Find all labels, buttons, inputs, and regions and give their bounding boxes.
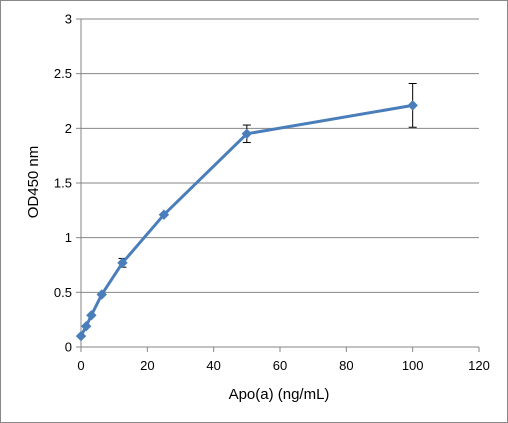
data-point bbox=[75, 330, 87, 342]
x-tick-label: 100 bbox=[402, 358, 424, 373]
y-tick-label: 3 bbox=[65, 12, 72, 27]
y-axis-title: OD450 nm bbox=[25, 146, 42, 219]
y-tick-label: 2 bbox=[65, 121, 72, 136]
y-tick-label: 1 bbox=[65, 230, 72, 245]
tick-labels: 0 0.5 1 1.5 2 2.5 3 0 20 40 60 80 100 120 bbox=[54, 12, 490, 374]
x-tick-label: 80 bbox=[339, 358, 353, 373]
x-tick-label: 0 bbox=[77, 358, 84, 373]
x-tick-label: 40 bbox=[206, 358, 220, 373]
x-tick-label: 120 bbox=[468, 358, 490, 373]
x-axis-title: Apo(a) (ng/mL) bbox=[229, 386, 330, 403]
data-point bbox=[86, 310, 97, 321]
data-point bbox=[241, 128, 253, 140]
y-tick-label: 0 bbox=[65, 340, 72, 355]
x-tick-label: 20 bbox=[140, 358, 154, 373]
gridlines bbox=[81, 18, 479, 293]
y-tick-label: 0.5 bbox=[54, 285, 72, 300]
data-point bbox=[158, 209, 170, 220]
data-point bbox=[407, 100, 418, 111]
series bbox=[75, 100, 418, 342]
x-tick-label: 60 bbox=[273, 358, 287, 373]
data-point bbox=[80, 321, 92, 332]
y-tick-label: 2.5 bbox=[54, 66, 72, 81]
data-point bbox=[96, 289, 107, 300]
y-tick-label: 1.5 bbox=[54, 176, 72, 191]
data-point bbox=[117, 257, 128, 269]
axes bbox=[76, 18, 480, 352]
